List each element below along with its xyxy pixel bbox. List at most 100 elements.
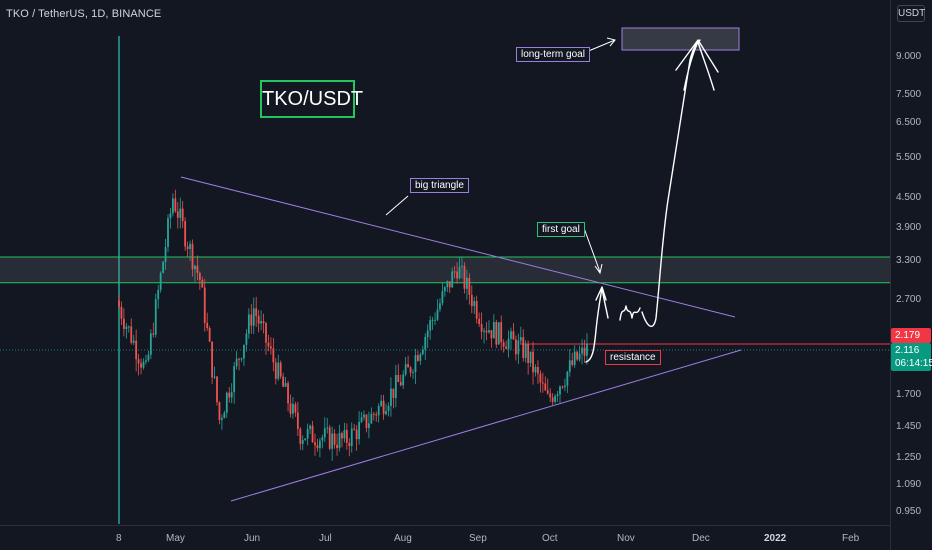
price-tick: 6.500 [896, 117, 922, 128]
candle-body [179, 208, 182, 218]
candle-body [265, 323, 267, 343]
candle-body [149, 333, 152, 355]
candle-body [559, 386, 561, 395]
candle-body [345, 429, 348, 443]
candle-body [522, 337, 525, 358]
candle-body [475, 301, 478, 319]
candle-body [512, 331, 515, 340]
symbol-header[interactable]: TKO / TetherUS, 1D, BINANCE [6, 8, 162, 20]
candle-body [120, 306, 123, 319]
candle-body [137, 359, 140, 364]
candle-body [372, 413, 375, 415]
candle-body [230, 392, 233, 398]
date-tick: 8 [116, 533, 122, 544]
candle-body [497, 322, 500, 345]
candle-body [358, 422, 360, 440]
candle-body [245, 333, 248, 345]
price-tick: 5.500 [896, 152, 922, 163]
price-tick: 9.000 [896, 51, 922, 62]
candle-body [561, 386, 564, 388]
candle-body [270, 346, 272, 349]
candle-body [238, 358, 240, 360]
triangle-apex-guide [181, 177, 231, 501]
candle-body [250, 314, 253, 326]
candle-body [380, 400, 383, 406]
candle-body [402, 374, 405, 386]
candle-body [216, 376, 218, 403]
candle-body [468, 277, 471, 295]
candle-body [341, 433, 343, 439]
currency-badge[interactable]: USDT [897, 5, 925, 22]
candle-body [247, 314, 250, 334]
candle-body [289, 403, 292, 414]
candle-body [466, 277, 468, 289]
candle-body [360, 417, 363, 423]
symbol-annotation[interactable]: TKO/USDT [260, 80, 363, 118]
candle-body [390, 388, 392, 406]
resistance-price-tag: 2.179 [891, 328, 931, 343]
date-tick: 2022 [764, 533, 787, 544]
candle-body [436, 309, 439, 320]
candle-body [439, 303, 441, 310]
price-tick: 3.900 [896, 222, 922, 233]
candle-body [414, 355, 417, 373]
candle-body [534, 366, 537, 373]
date-tick: Nov [617, 533, 635, 544]
candle-body [162, 261, 164, 273]
candle-body [284, 383, 287, 387]
candle-body [323, 428, 326, 438]
candle-body [194, 265, 196, 270]
candle-body [500, 322, 503, 343]
candle-body [539, 373, 542, 383]
candle-body [554, 396, 556, 402]
candle-body [260, 321, 262, 324]
big-triangle-label[interactable]: big triangle [410, 178, 469, 193]
candle-body [252, 308, 255, 326]
candle-body [221, 418, 223, 420]
date-tick: Oct [542, 533, 558, 544]
time-axis[interactable] [0, 525, 890, 550]
candle-body [586, 343, 588, 356]
candle-body [375, 414, 378, 416]
candle-body [240, 358, 243, 360]
candle-body [470, 294, 473, 307]
candle-body [277, 362, 280, 379]
candle-body [184, 221, 187, 247]
candle-body [407, 364, 409, 368]
last-price-tag: 2.116 06:14:15 [891, 343, 932, 371]
candle-body [223, 412, 226, 419]
price-axis[interactable] [890, 0, 932, 550]
candle-body [556, 394, 559, 397]
long-term-goal-label[interactable]: long-term goal [516, 47, 590, 62]
candle-body [426, 330, 429, 337]
candle-body [321, 437, 324, 441]
first-goal-arrowhead [594, 263, 603, 275]
candle-body [159, 272, 162, 290]
candle-body [495, 322, 498, 345]
candle-body [169, 213, 172, 219]
price-tick: 1.450 [896, 421, 922, 432]
candle-body [118, 300, 120, 307]
candle-body [167, 218, 169, 247]
candle-body [287, 383, 289, 404]
price-tick: 0.950 [896, 506, 922, 517]
candle-body [421, 349, 424, 355]
candle-body [488, 330, 490, 333]
first-goal-label[interactable]: first goal [537, 222, 585, 237]
candle-body [181, 208, 184, 222]
candle-body [309, 425, 311, 429]
candle-body [537, 366, 539, 374]
resistance-label[interactable]: resistance [605, 350, 661, 365]
candle-body [382, 400, 385, 415]
candle-body [299, 428, 302, 444]
candle-body [213, 376, 216, 378]
candle-body [294, 404, 297, 413]
candle-body [527, 344, 530, 364]
candle-body [441, 291, 444, 304]
candle-body [196, 265, 199, 273]
bar-countdown: 06:14:15 [895, 358, 932, 369]
candle-body [377, 405, 380, 416]
candle-body [331, 433, 334, 449]
candle-body [157, 289, 160, 300]
